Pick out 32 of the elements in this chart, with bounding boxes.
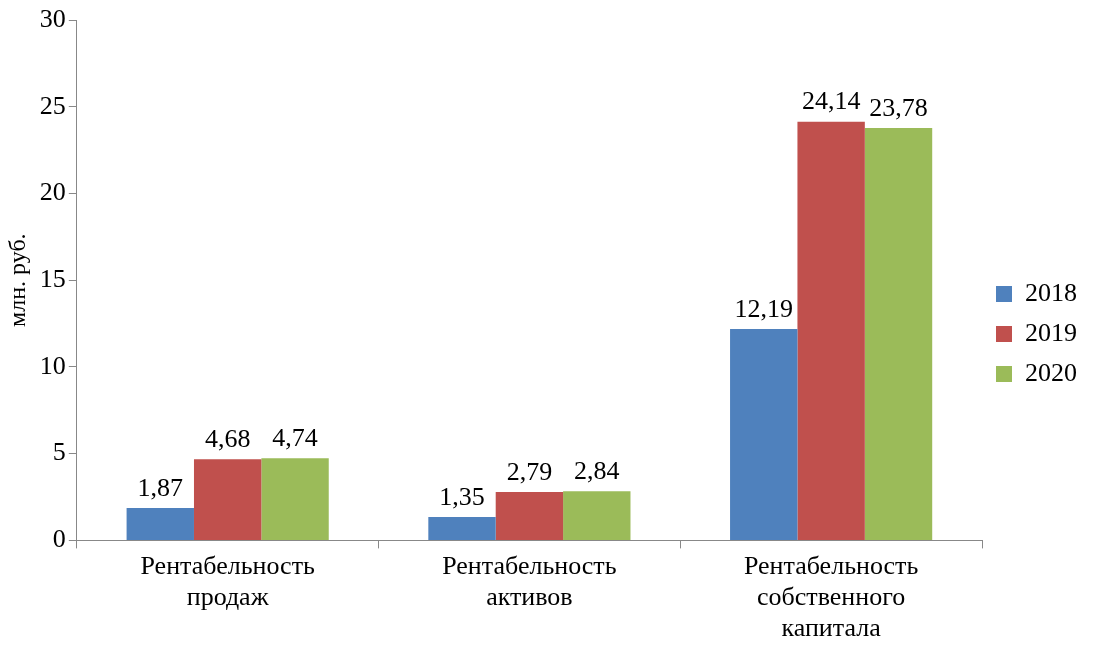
data-label: 2,79 — [506, 456, 553, 486]
data-label: 23,78 — [869, 92, 928, 122]
bar — [126, 507, 194, 540]
y-tick-label: 30 — [39, 3, 66, 33]
data-label: 1,87 — [137, 472, 184, 502]
data-label: 24,14 — [801, 86, 861, 116]
y-tick-label: 25 — [39, 90, 66, 120]
legend-label: 2020 — [1025, 357, 1077, 387]
bar — [797, 121, 865, 540]
bar — [563, 491, 631, 540]
bar — [495, 492, 564, 540]
x-tick-label: Рентабельность активов — [442, 550, 617, 612]
y-axis-title: млн. руб. — [3, 233, 30, 327]
data-label: 1,35 — [439, 481, 485, 511]
bar — [864, 127, 933, 540]
bar — [261, 458, 329, 540]
y-tick-label: 10 — [39, 350, 66, 380]
y-tick-label: 15 — [39, 264, 66, 294]
data-label: 4,74 — [272, 423, 318, 452]
data-label: 4,68 — [204, 424, 251, 454]
legend-label: 2019 — [1025, 317, 1077, 347]
y-tick-label: 5 — [52, 437, 66, 467]
y-tick-label: 0 — [52, 524, 66, 554]
data-label: 2,84 — [574, 455, 620, 485]
bar — [193, 459, 262, 540]
x-tick-label: Рентабельность собственного капитала — [743, 550, 919, 643]
legend-label: 2018 — [1025, 277, 1077, 307]
bar — [428, 516, 496, 540]
data-label: 12,19 — [734, 293, 793, 323]
y-tick-label: 20 — [39, 177, 66, 207]
x-tick-label: Рентабельность продаж — [140, 550, 315, 612]
bar — [730, 328, 798, 540]
